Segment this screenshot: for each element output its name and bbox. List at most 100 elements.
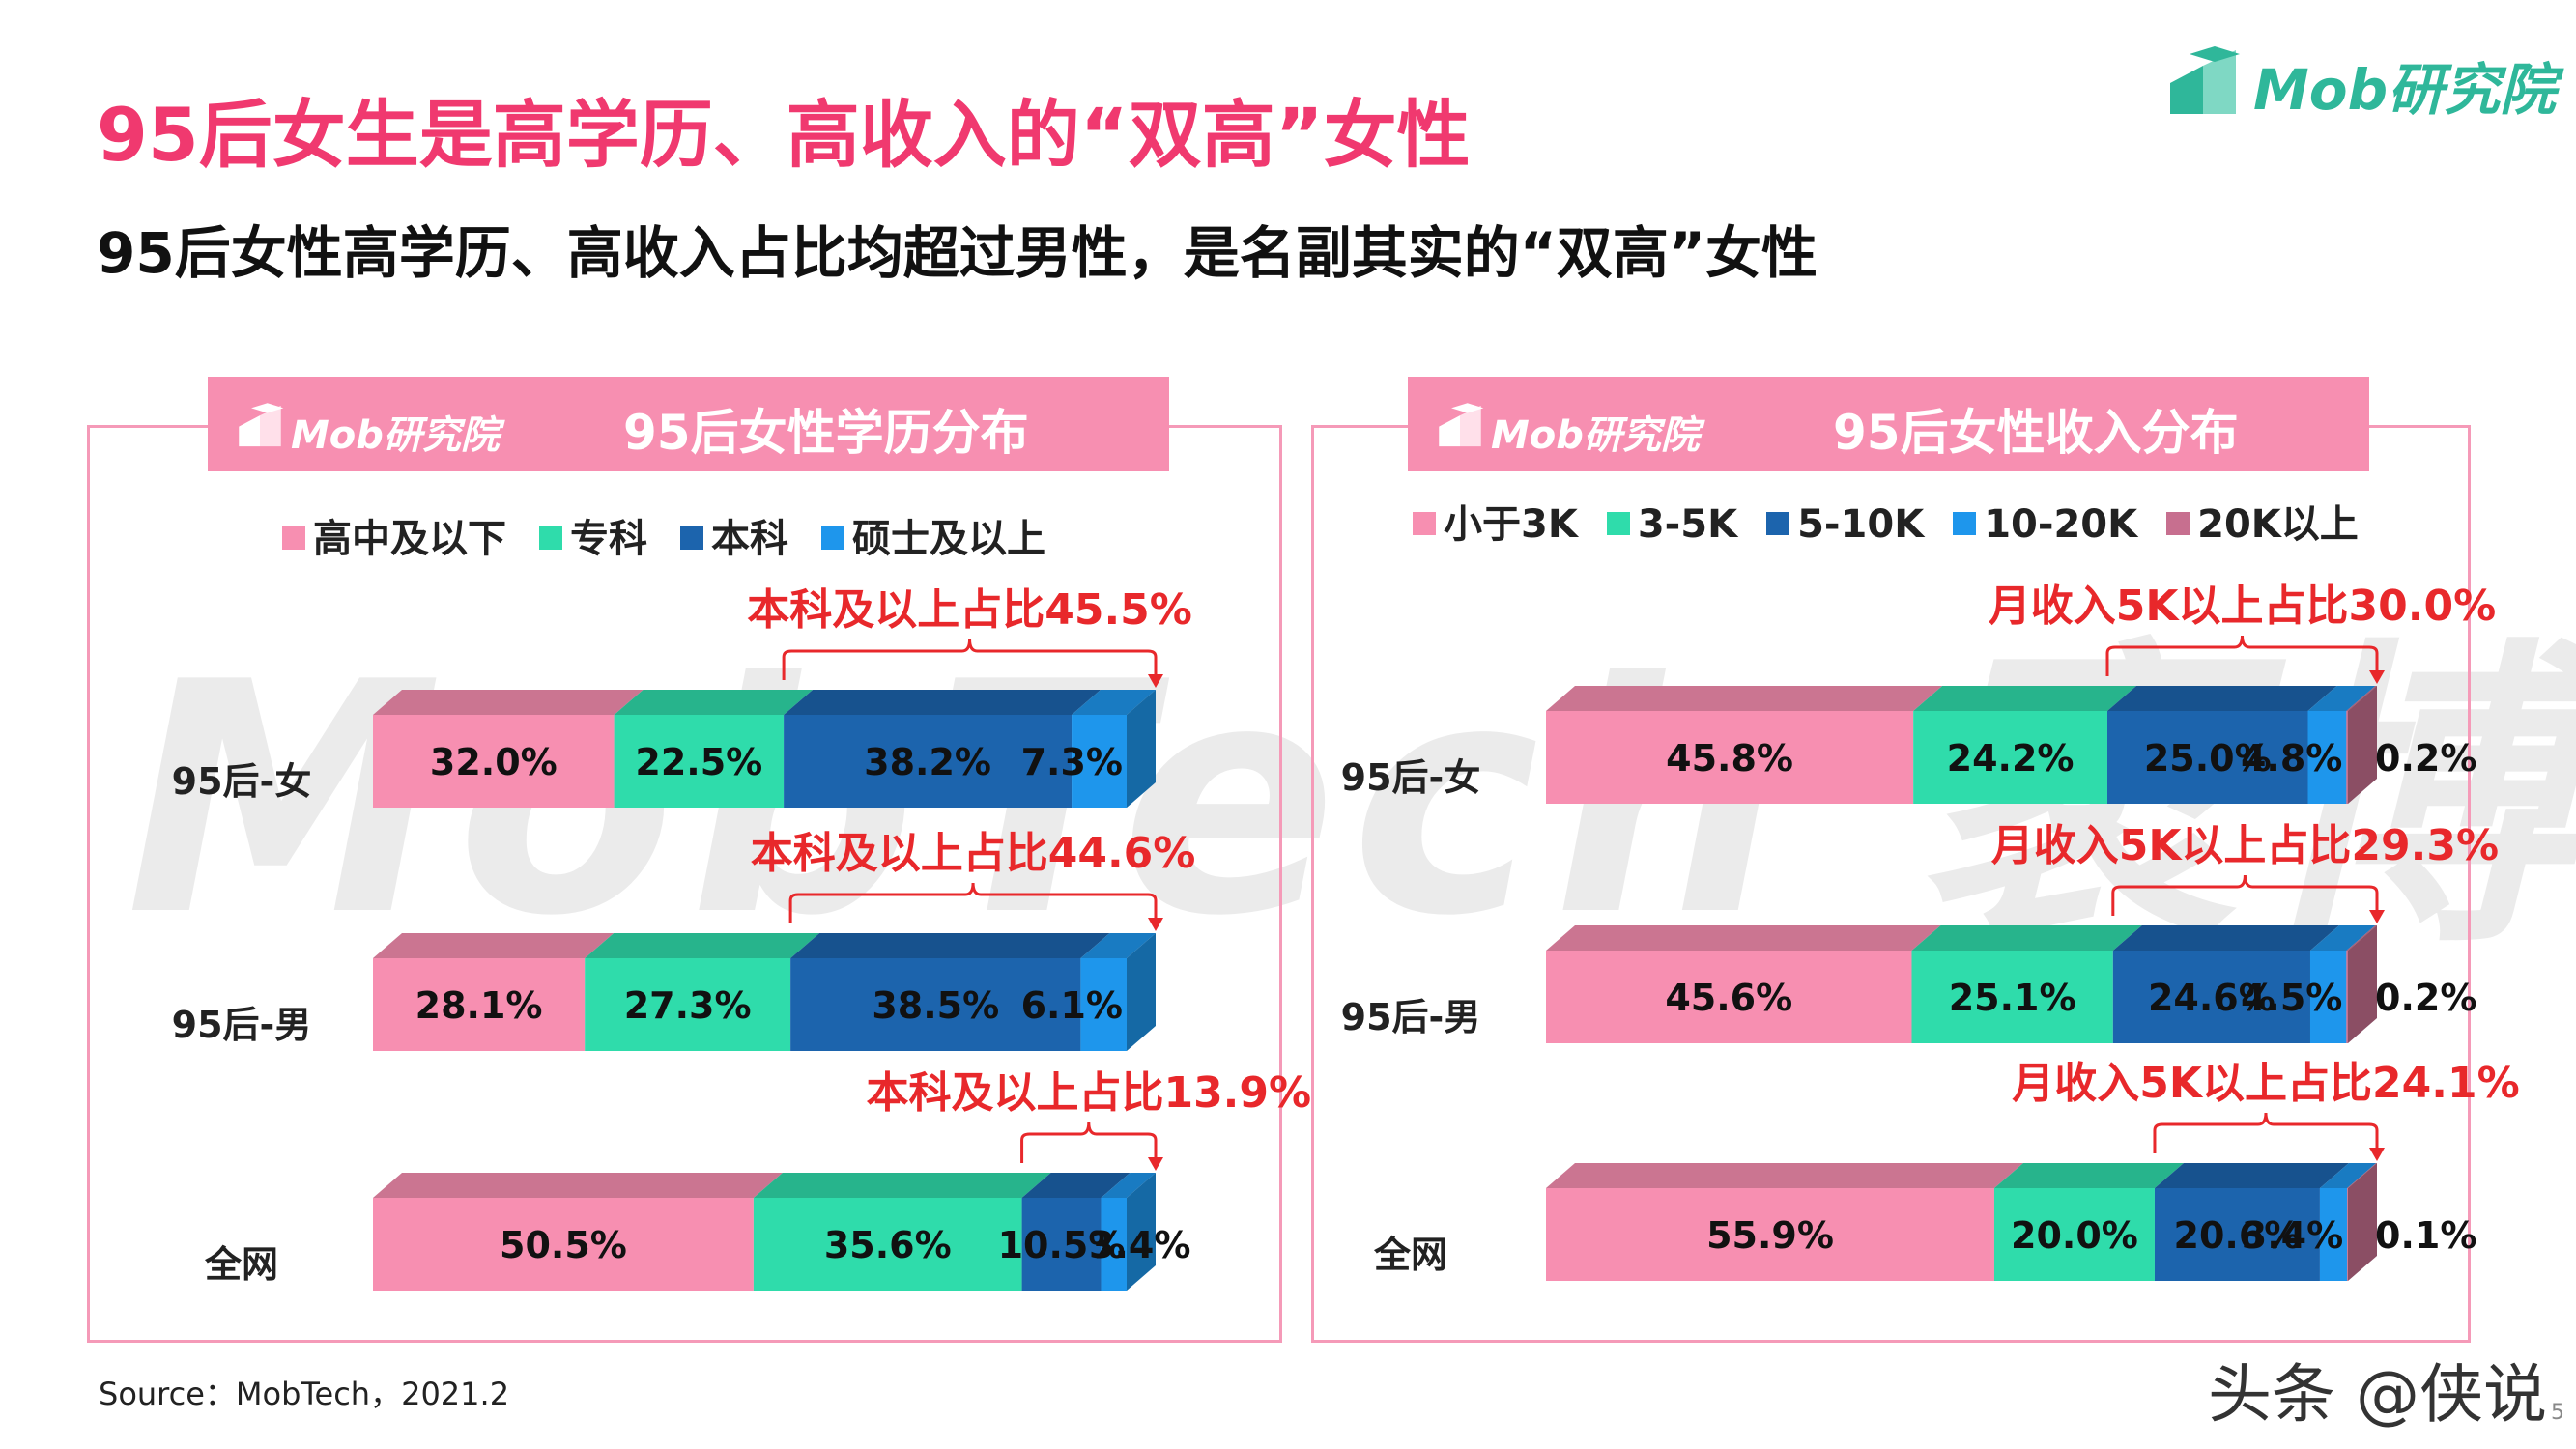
annotation-bracket <box>1020 1122 1158 1163</box>
page-number: 5 <box>2551 1401 2564 1425</box>
legend-label: 10-20K <box>1984 502 2138 547</box>
bar-side-face <box>1127 690 1156 808</box>
panel-brand-name: Mob研究院 <box>1491 413 1700 458</box>
bar-side-face <box>2348 925 2377 1043</box>
bar-top-face <box>1072 690 1156 715</box>
bar-segment-95后-女-小于3K <box>1546 711 1914 804</box>
data-label: 0.2% <box>2375 977 2476 1019</box>
annotation-text: 月收入5K以上占比30.0% <box>1989 582 2496 631</box>
annotation-text: 本科及以上占比45.5% <box>747 585 1192 635</box>
bar-top-face <box>2346 925 2377 951</box>
bar-segment-95后-男-10-20K <box>2309 951 2347 1043</box>
bar-side-face <box>1127 933 1156 1051</box>
data-label: 28.1% <box>415 984 543 1027</box>
bar-top-face <box>1101 1173 1156 1198</box>
brand-mark-icon <box>1439 403 1484 447</box>
bar-top-face <box>373 690 644 715</box>
data-label: 38.2% <box>864 741 991 783</box>
legend-label: 本科 <box>711 517 788 561</box>
data-label: 35.6% <box>824 1224 952 1266</box>
education-panel-header: Mob研究院 95后女性学历分布 <box>208 377 1169 471</box>
bar-segment-95后-女-10-20K <box>2307 711 2347 804</box>
education-legend: 高中及以下 专科 本科 硕士及以上 <box>282 507 1078 561</box>
bar-segment-95后-男-20K以上 <box>2346 951 2348 1043</box>
bar-top-face <box>585 933 820 958</box>
legend-swatch <box>1606 512 1630 535</box>
bar-top-face <box>614 690 814 715</box>
category-label: 全网 <box>1373 1234 1447 1276</box>
annotation-text: 本科及以上占比13.9% <box>866 1068 1311 1118</box>
bar-top-face <box>1546 686 1943 711</box>
data-label: 0.2% <box>2375 737 2476 780</box>
bar-segment-95后-男-硕士及以上 <box>1080 958 1127 1051</box>
bar-side-face <box>2348 686 2377 804</box>
legend-swatch <box>282 526 305 550</box>
bar-top-face <box>2112 925 2339 951</box>
annotation-arrow <box>2369 670 2385 684</box>
data-label: 3.4% <box>2242 1214 2343 1257</box>
page-subtitle: 95后女性高学历、高收入占比均超过男性，是名副其实的“双高”女性 <box>97 220 1818 286</box>
brand-name: Mob研究院 <box>2253 57 2557 123</box>
data-label: 10.5% <box>998 1224 1126 1266</box>
data-label: 25.0% <box>2144 737 2272 780</box>
legend-swatch <box>1953 512 1977 535</box>
education-chart-title: 95后女性学历分布 <box>623 405 1029 461</box>
brand-mark-icon <box>239 403 284 447</box>
data-label: 22.5% <box>635 741 762 783</box>
bar-segment-全网-高中及以下 <box>373 1198 754 1291</box>
legend-label: 3-5K <box>1637 502 1738 547</box>
bar-segment-全网-20K以上 <box>2347 1188 2348 1281</box>
annotation-bracket <box>2111 874 2379 916</box>
brand-mark-icon <box>2170 46 2240 114</box>
bar-top-face <box>2307 686 2376 711</box>
bar-top-face <box>2154 1163 2349 1188</box>
legend-item: 5-10K <box>1766 502 1924 547</box>
data-label: 24.6% <box>2148 977 2275 1019</box>
annotation-text: 本科及以上占比44.6% <box>751 829 1196 878</box>
bar-segment-95后-女-5-10K <box>2107 711 2308 804</box>
bar-segment-全网-硕士及以上 <box>1101 1198 1127 1291</box>
annotation-arrow <box>1148 674 1163 688</box>
bar-segment-95后-女-本科 <box>784 715 1073 808</box>
data-label: 27.3% <box>624 984 752 1027</box>
legend-item: 硕士及以上 <box>821 507 1045 563</box>
bar-segment-全网-本科 <box>1021 1198 1102 1291</box>
bar-segment-95后-女-20K以上 <box>2346 711 2348 804</box>
category-label: 95后-女 <box>1341 756 1481 799</box>
legend-swatch <box>821 526 844 550</box>
bar-segment-95后-男-本科 <box>790 958 1081 1051</box>
legend-label: 专科 <box>570 517 647 561</box>
legend-label: 5-10K <box>1797 502 1925 547</box>
bar-side-face <box>2348 1163 2377 1281</box>
data-label: 55.9% <box>1706 1214 1834 1257</box>
annotation-bracket <box>2105 635 2379 676</box>
bar-top-face <box>1993 1163 2184 1188</box>
income-panel-header: Mob研究院 95后女性收入分布 <box>1408 377 2369 471</box>
bar-segment-95后-女-硕士及以上 <box>1072 715 1127 808</box>
legend-label: 小于3K <box>1444 502 1578 547</box>
bar-segment-全网-5-10K <box>2154 1188 2320 1281</box>
income-chart-title: 95后女性收入分布 <box>1833 405 2239 461</box>
bar-top-face <box>790 933 1110 958</box>
legend-item: 10-20K <box>1953 502 2137 547</box>
legend-swatch <box>2166 512 2190 535</box>
data-label: 20.0% <box>2011 1214 2138 1257</box>
data-label: 4.8% <box>2241 737 2342 780</box>
bar-side-face <box>1127 1173 1156 1291</box>
bar-top-face <box>2309 925 2376 951</box>
legend-swatch <box>539 526 562 550</box>
bar-segment-全网-专科 <box>753 1198 1022 1291</box>
bar-top-face <box>373 933 615 958</box>
bar-segment-全网-10-20K <box>2319 1188 2348 1281</box>
data-label: 6.1% <box>1021 984 1123 1027</box>
data-label: 45.6% <box>1665 977 1792 1019</box>
bar-top-face <box>2346 686 2377 711</box>
bar-segment-95后-男-高中及以下 <box>373 958 586 1051</box>
data-label: 20.6% <box>2174 1214 2302 1257</box>
income-legend: 小于3K 3-5K 5-10K 10-20K 20K以上 <box>1413 493 2388 547</box>
data-label: 45.8% <box>1666 737 1793 780</box>
category-label: 95后-女 <box>172 760 312 803</box>
data-label: 24.2% <box>1947 737 2075 780</box>
bar-segment-全网-小于3K <box>1546 1188 1994 1281</box>
